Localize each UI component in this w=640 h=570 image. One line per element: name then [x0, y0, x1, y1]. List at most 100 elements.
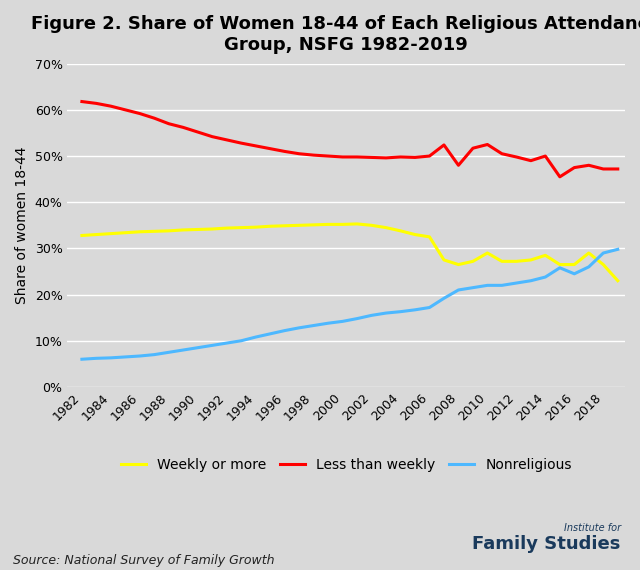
Line: Weekly or more: Weekly or more [82, 224, 618, 281]
Weekly or more [368, 222, 376, 229]
Less than weekly [295, 150, 303, 157]
Nonreligious [614, 246, 621, 253]
Nonreligious [93, 355, 100, 362]
Nonreligious [411, 307, 419, 314]
Nonreligious [600, 250, 607, 256]
Less than weekly [93, 100, 100, 107]
Less than weekly [324, 153, 332, 160]
Weekly or more [498, 258, 506, 264]
Weekly or more [469, 258, 477, 264]
Less than weekly [194, 129, 202, 136]
Less than weekly [252, 142, 260, 149]
Less than weekly [368, 154, 376, 161]
Weekly or more [266, 223, 274, 230]
Text: Family Studies: Family Studies [472, 535, 621, 553]
Less than weekly [237, 140, 245, 146]
Less than weekly [223, 136, 230, 143]
Less than weekly [310, 152, 317, 158]
Weekly or more [310, 221, 317, 228]
Less than weekly [585, 162, 593, 169]
Nonreligious [426, 304, 433, 311]
Weekly or more [281, 222, 289, 229]
Nonreligious [223, 340, 230, 347]
Less than weekly [397, 153, 404, 160]
Weekly or more [426, 234, 433, 241]
Nonreligious [484, 282, 492, 289]
Legend: Weekly or more, Less than weekly, Nonreligious: Weekly or more, Less than weekly, Nonrel… [115, 452, 577, 477]
Less than weekly [266, 145, 274, 152]
Weekly or more [237, 224, 245, 231]
Weekly or more [614, 278, 621, 284]
Weekly or more [411, 231, 419, 238]
Less than weekly [469, 145, 477, 152]
Less than weekly [411, 154, 419, 161]
Weekly or more [556, 261, 564, 268]
Nonreligious [469, 284, 477, 291]
Less than weekly [150, 115, 158, 121]
Nonreligious [570, 270, 578, 277]
Nonreligious [339, 318, 346, 325]
Weekly or more [194, 226, 202, 233]
Weekly or more [179, 226, 187, 233]
Less than weekly [484, 141, 492, 148]
Less than weekly [527, 157, 534, 164]
Less than weekly [556, 173, 564, 180]
Less than weekly [339, 153, 346, 160]
Weekly or more [223, 225, 230, 231]
Less than weekly [426, 153, 433, 160]
Nonreligious [150, 351, 158, 358]
Nonreligious [252, 333, 260, 340]
Line: Nonreligious: Nonreligious [82, 249, 618, 359]
Less than weekly [281, 148, 289, 155]
Weekly or more [165, 227, 173, 234]
Weekly or more [295, 222, 303, 229]
Nonreligious [541, 274, 549, 280]
Text: Source: National Survey of Family Growth: Source: National Survey of Family Growth [13, 554, 275, 567]
Weekly or more [527, 256, 534, 263]
Nonreligious [513, 280, 520, 287]
Nonreligious [78, 356, 86, 363]
Nonreligious [382, 310, 390, 316]
Weekly or more [570, 261, 578, 268]
Less than weekly [122, 107, 129, 113]
Weekly or more [107, 230, 115, 237]
Nonreligious [266, 331, 274, 337]
Weekly or more [122, 229, 129, 236]
Weekly or more [252, 224, 260, 231]
Text: Institute for: Institute for [564, 523, 621, 533]
Weekly or more [136, 229, 143, 235]
Weekly or more [78, 232, 86, 239]
Title: Figure 2. Share of Women 18-44 of Each Religious Attendance
Group, NSFG 1982-201: Figure 2. Share of Women 18-44 of Each R… [31, 15, 640, 54]
Nonreligious [454, 287, 462, 294]
Less than weekly [614, 165, 621, 172]
Weekly or more [382, 224, 390, 231]
Nonreligious [179, 347, 187, 353]
Less than weekly [136, 110, 143, 117]
Weekly or more [150, 228, 158, 235]
Weekly or more [484, 250, 492, 256]
Weekly or more [209, 226, 216, 233]
Nonreligious [165, 349, 173, 356]
Nonreligious [353, 315, 361, 322]
Less than weekly [382, 154, 390, 161]
Nonreligious [440, 295, 448, 302]
Nonreligious [194, 344, 202, 351]
Less than weekly [78, 98, 86, 105]
Weekly or more [513, 258, 520, 264]
Less than weekly [209, 133, 216, 140]
Weekly or more [541, 252, 549, 259]
Less than weekly [179, 124, 187, 131]
Less than weekly [541, 153, 549, 160]
Weekly or more [585, 250, 593, 256]
Line: Less than weekly: Less than weekly [82, 101, 618, 177]
Weekly or more [454, 261, 462, 268]
Nonreligious [527, 278, 534, 284]
Less than weekly [107, 103, 115, 109]
Weekly or more [353, 221, 361, 227]
Weekly or more [440, 256, 448, 263]
Weekly or more [93, 231, 100, 238]
Less than weekly [353, 153, 361, 160]
Nonreligious [136, 353, 143, 360]
Nonreligious [585, 263, 593, 270]
Less than weekly [498, 150, 506, 157]
